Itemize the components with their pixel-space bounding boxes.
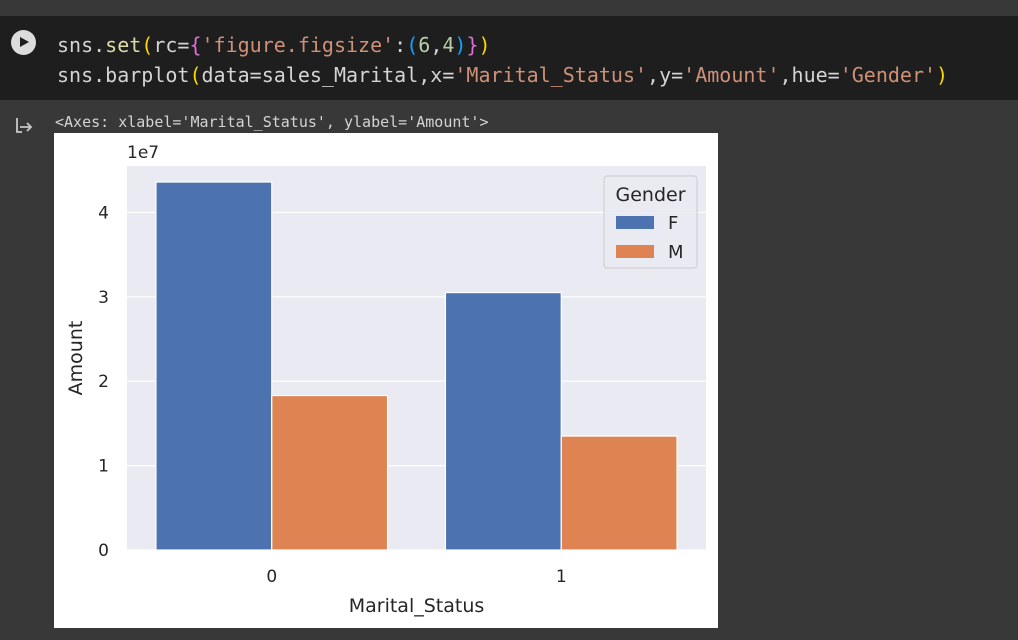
run-cell-button[interactable] <box>11 30 36 55</box>
legend-swatch-F <box>616 216 654 229</box>
y-tick-labels: 0 1 2 3 4 <box>98 203 109 561</box>
y-tick-label: 3 <box>98 288 109 308</box>
y-tick-label: 1 <box>98 457 109 477</box>
bar-M-0 <box>271 394 389 551</box>
code-line-2: sns.barplot(data=sales_Marital,x='Marita… <box>57 63 948 87</box>
code-token: } <box>466 33 479 57</box>
code-token: ) <box>936 63 949 87</box>
code-cell[interactable] <box>0 16 1018 100</box>
y-axis-label: Amount <box>65 321 87 396</box>
code-token: 'Amount' <box>683 63 780 87</box>
x-tick-label: 1 <box>556 567 567 587</box>
bar-M-1 <box>560 435 678 551</box>
y-tick-label: 0 <box>98 541 109 561</box>
code-token: ,y= <box>647 63 684 87</box>
code-token: 'Gender' <box>839 63 937 87</box>
bars <box>155 181 678 551</box>
y-tick-label: 4 <box>98 203 109 223</box>
legend-title: Gender <box>615 184 685 206</box>
code-token: , <box>430 33 443 57</box>
code-token: sns.barplot <box>57 63 190 87</box>
code-editor[interactable]: sns.set(rc={'figure.figsize':(6,4)}) sns… <box>57 30 948 90</box>
play-icon <box>20 37 29 47</box>
code-token: ( <box>189 63 202 87</box>
code-token: ( <box>141 33 154 57</box>
code-token: 'figure.figsize' <box>201 33 395 57</box>
code-token: 6 <box>418 33 431 57</box>
legend: Gender FM <box>603 175 698 269</box>
legend-label-M: M <box>668 242 684 263</box>
y-tick-label: 2 <box>98 372 109 392</box>
y-offset-label: 1e7 <box>127 143 159 163</box>
output-arrow-icon[interactable] <box>14 116 34 136</box>
code-token: ) <box>478 33 491 57</box>
top-bar <box>0 0 1018 16</box>
code-token: ,hue= <box>779 63 840 87</box>
code-token: rc= <box>153 33 190 57</box>
code-token: 'Marital_Status' <box>454 63 648 87</box>
axes-repr-text: <Axes: xlabel='Marital_Status', ylabel='… <box>55 113 489 131</box>
code-line-1: sns.set(rc={'figure.figsize':(6,4)}) <box>57 33 491 57</box>
code-token: 4 <box>442 33 455 57</box>
code-token: ) <box>454 33 467 57</box>
code-token: sns. <box>57 33 106 57</box>
bar-F-1 <box>444 291 562 551</box>
x-tick-label: 0 <box>266 567 277 587</box>
x-axis-label: Marital_Status <box>349 595 485 617</box>
code-token: data=sales_Marital,x= <box>201 63 455 87</box>
legend-label-F: F <box>668 213 678 234</box>
bar-F-0 <box>155 181 273 551</box>
code-token: set <box>105 33 142 57</box>
code-token: { <box>189 33 202 57</box>
code-token: : <box>394 33 407 57</box>
code-token: ( <box>406 33 419 57</box>
legend-swatch-M <box>616 245 654 258</box>
